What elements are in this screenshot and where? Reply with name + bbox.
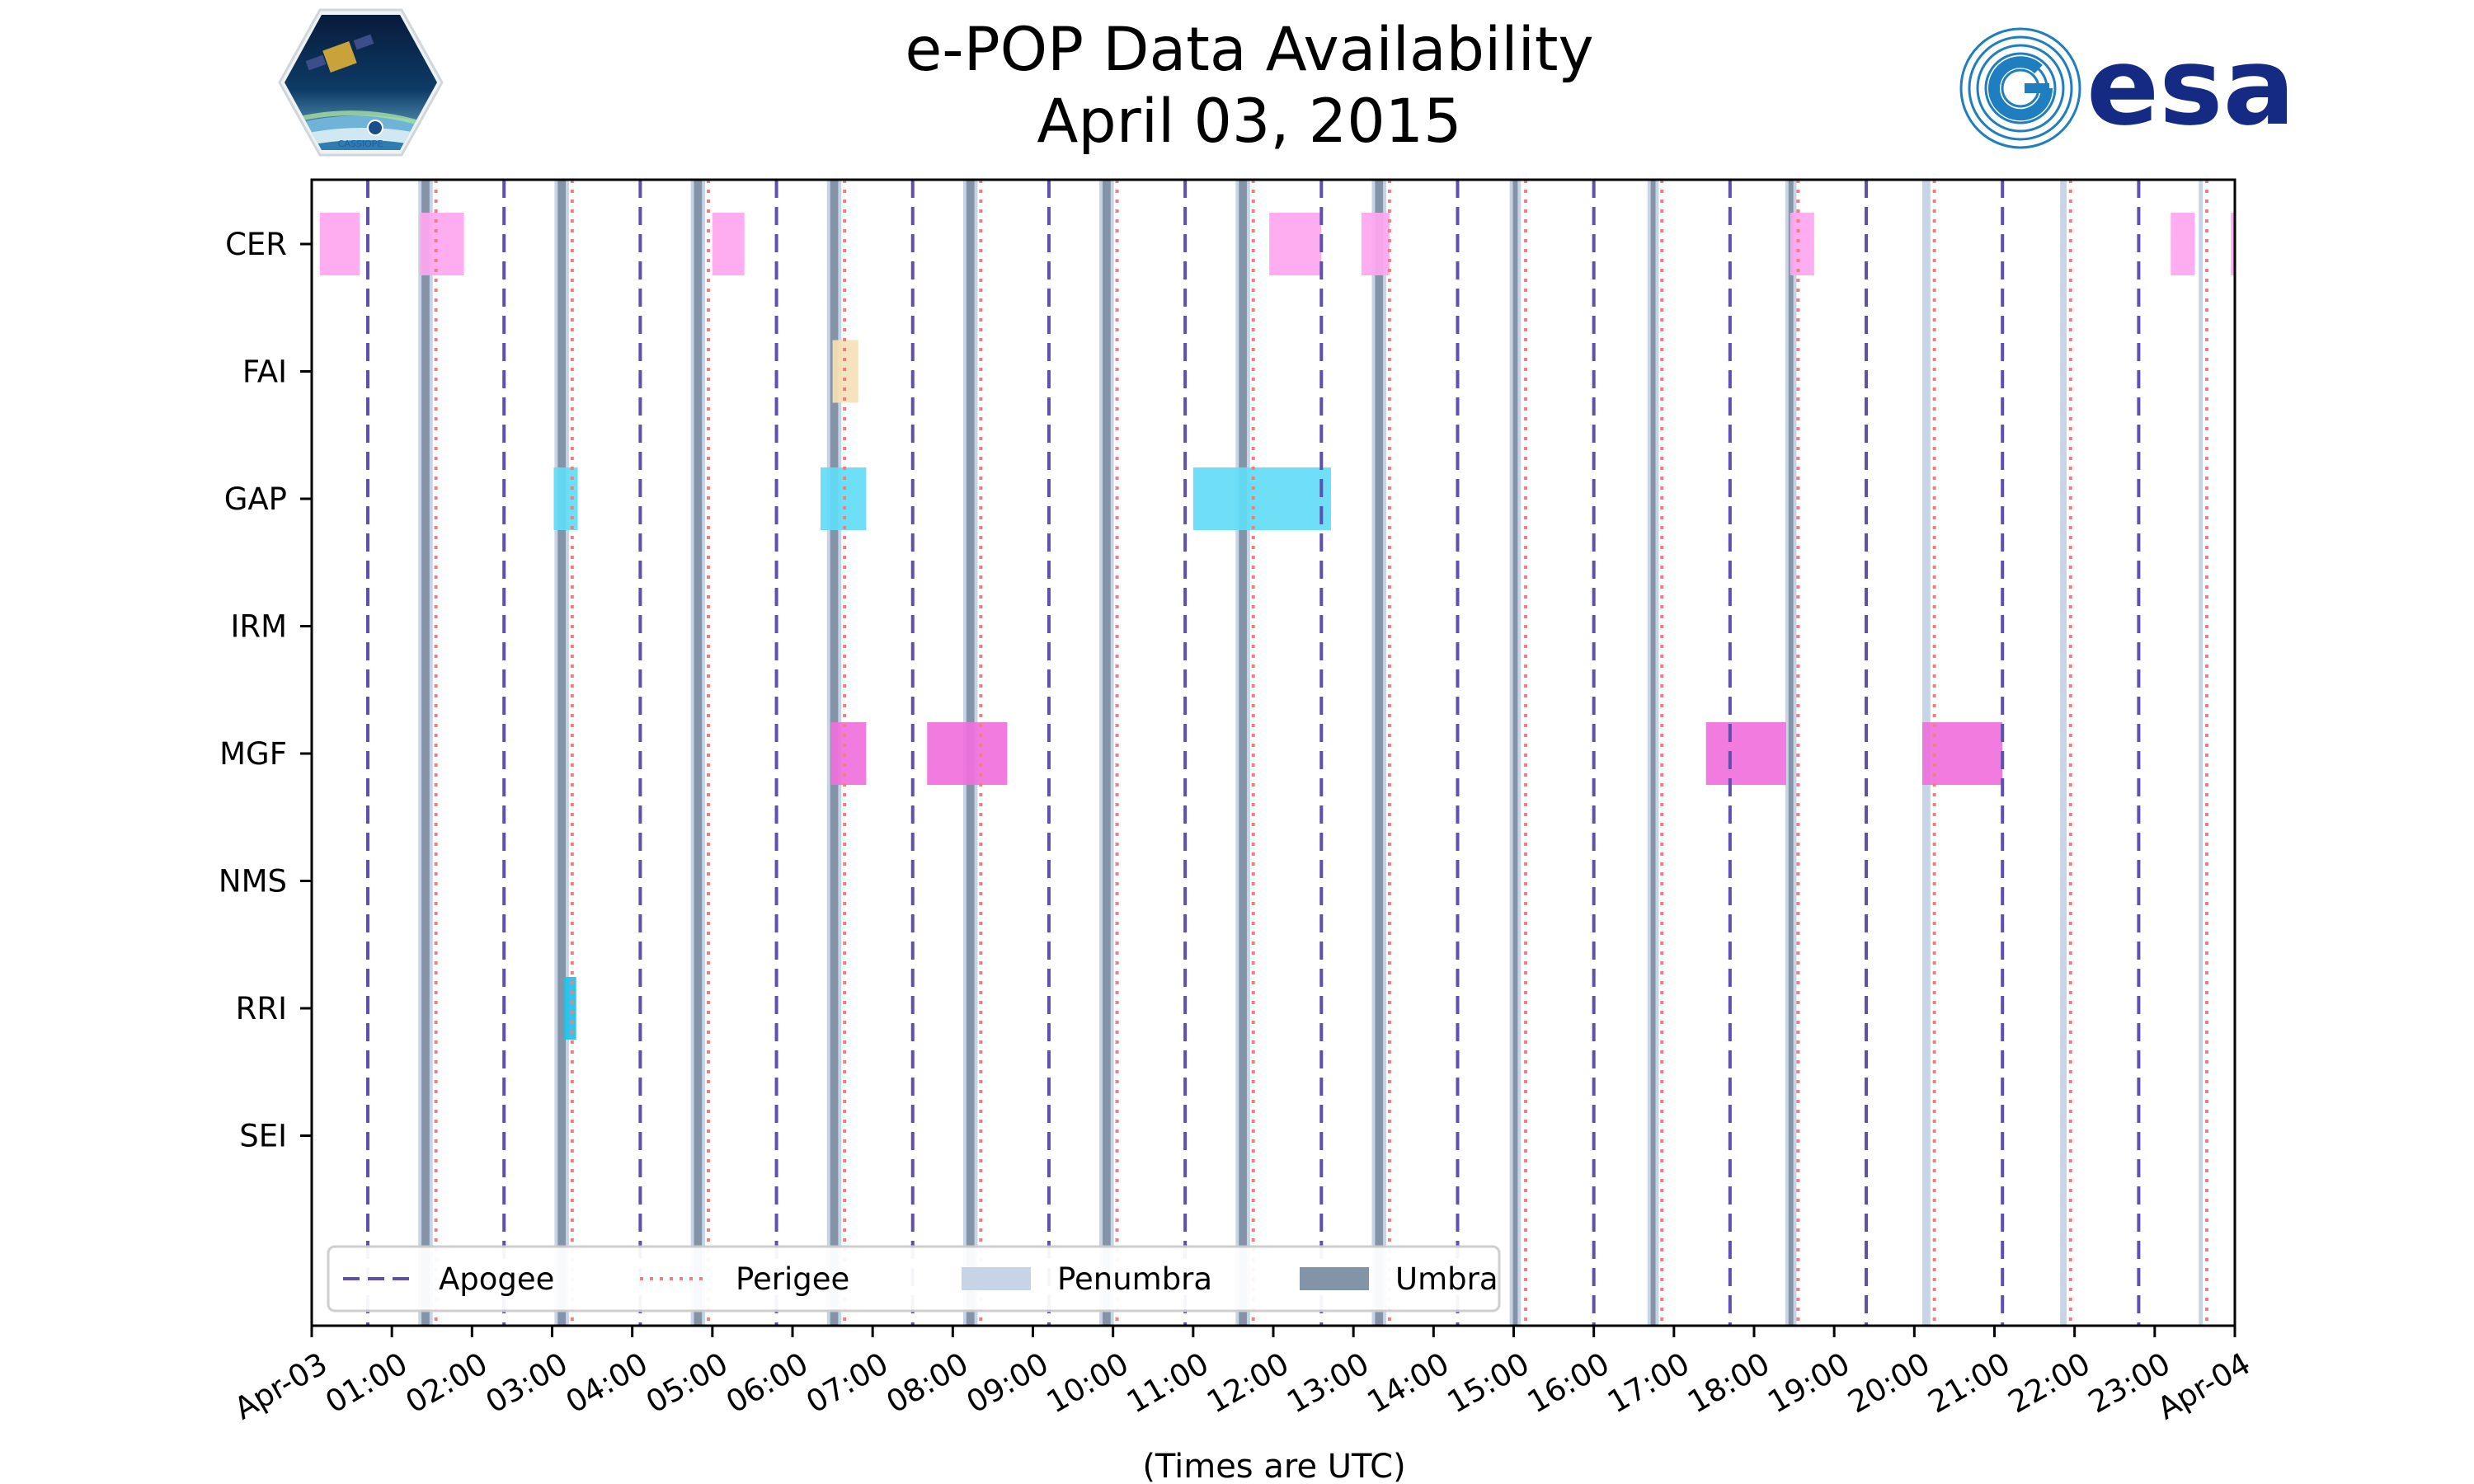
legend-label-penumbra: Penumbra — [1057, 1261, 1212, 1297]
availability-bar-rri — [564, 977, 576, 1040]
x-tick-label: 03:00 — [480, 1345, 574, 1421]
availability-bar-cer — [2171, 213, 2195, 275]
esa-logo-text: esa — [2086, 24, 2295, 149]
x-tick-label: 04:00 — [560, 1345, 654, 1421]
umbra-band — [557, 180, 567, 1326]
x-tick-label: Apr-03 — [228, 1345, 333, 1426]
y-tick-label-rri: RRI — [236, 991, 287, 1026]
y-tick-label-nms: NMS — [219, 864, 287, 899]
x-tick-label: 17:00 — [1602, 1345, 1696, 1421]
plot-area: CER FAI GAP IRM MGF NMS RRI SEI Apr-0301:0002:00… — [219, 178, 2256, 1426]
availability-bar-mgf — [927, 722, 1008, 785]
availability-bar-cer — [712, 213, 745, 275]
x-tick-label: 02:00 — [400, 1345, 494, 1421]
y-tick-label-sei: SEI — [239, 1119, 287, 1154]
y-tick-label-cer: CER — [225, 227, 287, 262]
y-tick-label-irm: IRM — [230, 609, 287, 645]
legend-box — [327, 1245, 1501, 1313]
x-tick-label: 14:00 — [1362, 1345, 1456, 1421]
x-tick-label: 11:00 — [1121, 1345, 1215, 1421]
x-tick-label: 06:00 — [720, 1345, 814, 1421]
x-tick-label: 22:00 — [2002, 1345, 2096, 1421]
x-tick-label: 10:00 — [1041, 1345, 1135, 1421]
umbra-band — [1375, 180, 1384, 1326]
availability-bar-cer — [420, 213, 464, 275]
legend-swatch-umbra — [1300, 1267, 1369, 1290]
x-tick-label: 13:00 — [1281, 1345, 1375, 1421]
availability-bar-mgf — [830, 722, 867, 785]
x-tick-label: 18:00 — [1681, 1345, 1776, 1421]
x-tick-label: 05:00 — [640, 1345, 734, 1421]
y-tick-label-mgf: MGF — [219, 736, 287, 772]
umbra-band — [1512, 180, 1518, 1326]
availability-bar-cer — [319, 213, 360, 275]
chart-title: e-POP Data Availability — [905, 15, 1593, 85]
availability-bar-cer — [1269, 213, 1322, 275]
x-tick-label: 21:00 — [1922, 1345, 2016, 1421]
availability-bar-gap — [553, 467, 578, 530]
x-tick-label: 08:00 — [881, 1345, 975, 1421]
esa-logo: esa — [1959, 24, 2295, 149]
x-tick-label: 01:00 — [319, 1345, 413, 1421]
x-tick-label: 16:00 — [1522, 1345, 1616, 1421]
x-tick-label: 19:00 — [1761, 1345, 1856, 1421]
penumbra-band — [2060, 180, 2067, 1326]
availability-bar-cer — [1790, 213, 1814, 275]
availability-bar-mgf — [1705, 722, 1786, 785]
legend-label-umbra: Umbra — [1395, 1261, 1498, 1297]
x-tick-label: 15:00 — [1442, 1345, 1536, 1421]
availability-bar-cer — [1361, 213, 1390, 275]
x-tick-label: Apr-04 — [2152, 1345, 2256, 1426]
x-tick-label: 20:00 — [1842, 1345, 1936, 1421]
availability-bar-gap — [1192, 467, 1331, 530]
x-axis-label: (Times are UTC) — [1142, 1448, 1405, 1484]
x-tick-label: 07:00 — [800, 1345, 894, 1421]
legend-label-perigee: Perigee — [736, 1261, 849, 1297]
umbra-band — [1788, 180, 1794, 1326]
cassiope-badge-text: CASSIOPE — [338, 139, 383, 149]
umbra-band — [694, 180, 703, 1326]
umbra-band — [1239, 180, 1247, 1326]
cassiope-badge-logo: CASSIOPE — [278, 8, 444, 157]
y-tick-label-gap: GAP — [224, 481, 287, 517]
umbra-band — [1103, 180, 1111, 1326]
umbra-band — [1650, 180, 1656, 1326]
chart-subtitle: April 03, 2015 — [1037, 87, 1461, 157]
legend-swatch-penumbra — [962, 1267, 1031, 1290]
umbra-band — [421, 180, 430, 1326]
x-tick-label: 12:00 — [1201, 1345, 1295, 1421]
availability-bar-cer — [2231, 213, 2235, 275]
legend-label-apogee: Apogee — [439, 1261, 554, 1297]
x-tick-label: 09:00 — [961, 1345, 1055, 1421]
penumbra-band — [2199, 180, 2204, 1326]
y-tick-label-fai: FAI — [242, 355, 287, 390]
